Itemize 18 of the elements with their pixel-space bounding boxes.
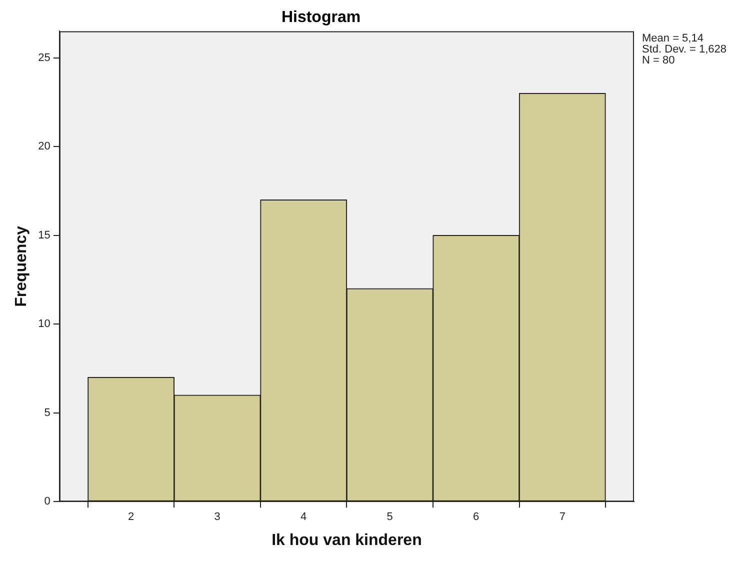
x-tick-label: 7 (559, 511, 566, 524)
x-tick-label: 6 (473, 511, 480, 524)
y-tick-label: 15 (38, 229, 50, 242)
x-tick-label: 4 (300, 511, 307, 524)
chart-title: Histogram (281, 9, 361, 26)
y-tick-label: 10 (38, 318, 50, 330)
text: Std. Dev. = 1,628 (642, 44, 726, 56)
y-tick-label: 25 (38, 52, 50, 64)
y-tick-label: 0 (44, 496, 50, 508)
y-tick-label: 5 (44, 406, 50, 419)
x-tick-label: 3 (214, 511, 220, 524)
x-tick-label: 5 (386, 511, 393, 524)
y-axis-title: Frequency (13, 226, 30, 307)
x-tick-label: 2 (128, 511, 134, 524)
x-axis-title: Ik hou van kinderen (272, 532, 422, 549)
text: Mean = 5,14 (642, 32, 704, 45)
text: N = 80 (642, 54, 675, 67)
y-tick-label: 20 (38, 140, 50, 153)
